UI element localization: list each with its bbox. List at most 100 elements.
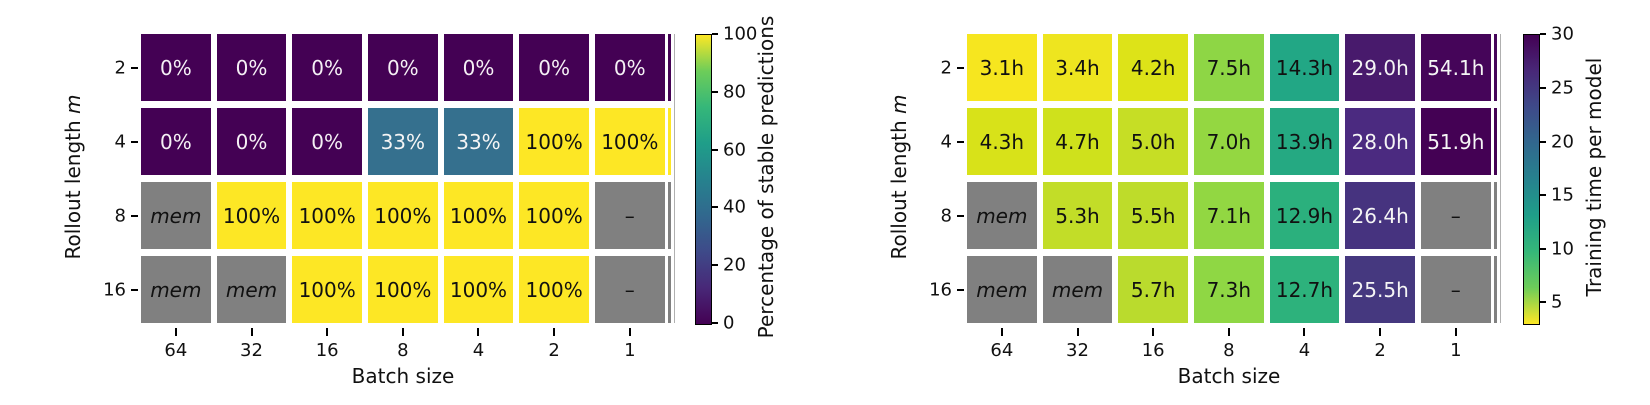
heatmap-cell: 51.9h xyxy=(1420,108,1491,175)
heatmap-cell: 0% xyxy=(594,34,665,101)
heatmap-cell: 0% xyxy=(216,108,287,175)
y-tick-label: 4 xyxy=(940,131,952,152)
heatmap-cell: – xyxy=(594,256,665,323)
colorbar-title: Training time per model xyxy=(1582,57,1606,297)
y-tick-mark xyxy=(131,140,138,143)
colorbar-title: Percentage of stable predictions xyxy=(754,15,778,339)
heatmap-cell: mem xyxy=(967,256,1037,323)
x-tick-mark xyxy=(1379,328,1382,336)
heatmap-cell: 5.5h xyxy=(1118,182,1188,249)
x-axis-title: Batch size xyxy=(1177,364,1281,388)
row-edge-strip xyxy=(667,34,671,101)
heatmap-cell: 5.0h xyxy=(1118,108,1188,175)
heatmap-cell: 5.7h xyxy=(1118,256,1188,323)
heatmap-cell: 100% xyxy=(443,182,514,249)
colorbar-tick-label: 60 xyxy=(723,139,746,161)
heatmap-cell: 12.9h xyxy=(1269,182,1340,249)
y-axis-title-var: m xyxy=(61,94,85,114)
heatmap-cell: – xyxy=(1420,182,1491,249)
x-axis-title: Batch size xyxy=(351,364,455,388)
heatmap-cell: mem xyxy=(141,182,211,249)
heatmap-cell: 26.4h xyxy=(1345,182,1415,249)
colorbar-tick-mark xyxy=(712,90,718,93)
x-tick-mark xyxy=(477,328,480,336)
x-tick-label: 2 xyxy=(1374,340,1386,361)
heatmap-cell: 33% xyxy=(367,108,438,175)
heatmap-cell: 0% xyxy=(367,34,438,101)
heatmap-cell: 13.9h xyxy=(1269,108,1340,175)
colorbar-tick-label: 5 xyxy=(1551,291,1563,313)
heatmap-cell: 0% xyxy=(141,34,211,101)
y-tick-label: 4 xyxy=(114,131,126,152)
x-tick-mark xyxy=(1152,328,1155,336)
axis-right-spine xyxy=(1499,34,1502,323)
row-edge-strip xyxy=(667,256,671,323)
x-tick-mark xyxy=(1227,328,1230,336)
heatmap-cell: 100% xyxy=(594,108,665,175)
y-tick-mark xyxy=(957,66,964,69)
x-tick-mark xyxy=(1303,328,1306,336)
colorbar-tick-mark xyxy=(1540,140,1546,143)
x-tick-mark xyxy=(174,328,177,336)
x-tick-label: 8 xyxy=(397,340,409,361)
colorbar-tick-mark xyxy=(1540,247,1546,250)
heatmap-cell: 100% xyxy=(216,182,287,249)
y-tick-mark xyxy=(131,288,138,291)
heatmap-cell: mem xyxy=(967,182,1037,249)
heatmap-cell: 28.0h xyxy=(1345,108,1415,175)
y-tick-mark xyxy=(957,140,964,143)
row-edge-strip xyxy=(667,182,671,249)
colorbar-tick-mark xyxy=(712,264,718,267)
heatmap-cell: – xyxy=(594,182,665,249)
heatmap-cell: 7.3h xyxy=(1193,256,1264,323)
heatmap-cell: 12.7h xyxy=(1269,256,1340,323)
colorbar-tick-label: 10 xyxy=(1551,238,1574,260)
colorbar-tick-mark xyxy=(712,33,718,35)
colorbar-tick-label: 0 xyxy=(723,312,735,334)
row-edge-strip xyxy=(667,108,671,175)
y-tick-label: 2 xyxy=(114,57,126,78)
x-tick-label: 4 xyxy=(1298,340,1311,361)
x-tick-label: 64 xyxy=(990,340,1014,361)
heatmap-cell: 4.3h xyxy=(967,108,1037,175)
x-tick-label: 4 xyxy=(472,340,485,361)
heatmap-cell: 100% xyxy=(292,256,362,323)
heatmap-cell: mem xyxy=(141,256,211,323)
x-tick-mark xyxy=(1454,328,1457,336)
colorbar-gradient xyxy=(695,34,712,325)
heatmap-cell: 3.1h xyxy=(967,34,1037,101)
heatmap-cell: mem xyxy=(1042,256,1113,323)
heatmap-cell: 0% xyxy=(216,34,287,101)
heatmap-cell: 0% xyxy=(519,34,589,101)
heatmap-cell: 4.7h xyxy=(1042,108,1113,175)
colorbar-tick-mark xyxy=(1540,33,1546,35)
colorbar-tick-mark xyxy=(1540,301,1546,304)
x-tick-label: 8 xyxy=(1223,340,1235,361)
y-tick-label: 16 xyxy=(103,279,126,300)
heatmap-cell: 0% xyxy=(141,108,211,175)
colorbar-tick-label: 25 xyxy=(1551,77,1574,99)
x-tick-mark xyxy=(1000,328,1003,336)
heatmap-cell: 0% xyxy=(292,34,362,101)
colorbar-gradient xyxy=(1523,34,1540,325)
y-axis-title: Rollout length m xyxy=(887,94,911,259)
heatmap-cell: 4.2h xyxy=(1118,34,1188,101)
x-tick-label: 16 xyxy=(315,340,339,361)
y-tick-mark xyxy=(131,214,138,217)
x-tick-mark xyxy=(1076,328,1079,336)
colorbar-tick-mark xyxy=(1540,194,1546,197)
x-tick-label: 1 xyxy=(624,340,636,361)
x-tick-mark xyxy=(250,328,253,336)
heatmap-cell: 14.3h xyxy=(1269,34,1340,101)
y-axis-title-var: m xyxy=(887,94,911,114)
axis-right-spine xyxy=(673,34,676,323)
x-tick-label: 32 xyxy=(240,340,263,361)
colorbar-tick-label: 15 xyxy=(1551,184,1574,206)
y-tick-mark xyxy=(131,66,138,69)
colorbar-tick-label: 40 xyxy=(723,196,746,218)
row-edge-strip xyxy=(1493,256,1497,323)
heatmap-cell: 100% xyxy=(443,256,514,323)
row-edge-strip xyxy=(1493,108,1497,175)
x-tick-mark xyxy=(326,328,329,336)
heatmap-cell: 100% xyxy=(519,182,589,249)
